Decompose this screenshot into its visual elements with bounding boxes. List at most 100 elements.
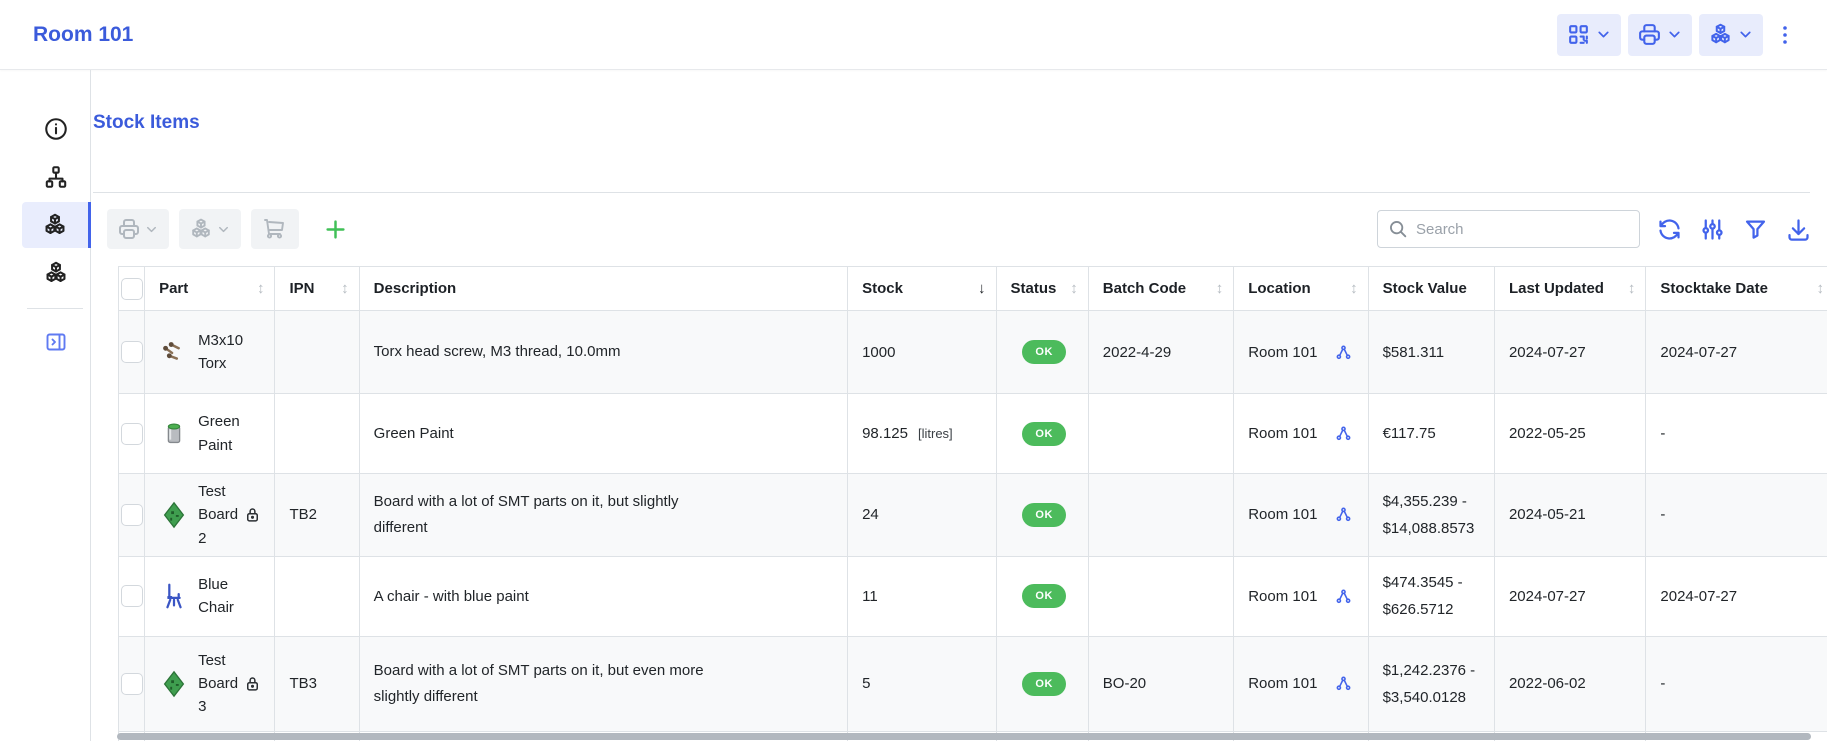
location-name: Room 101: [1248, 675, 1318, 693]
stock-value-cell: €117.75: [1368, 393, 1495, 474]
table-row[interactable]: Test Board 3 TB3 Board with a lot of SMT p…: [117, 635, 1827, 732]
sort-icon: ↕: [1350, 280, 1358, 297]
location-hierarchy-icon[interactable]: [1335, 506, 1352, 523]
printer-icon: [117, 217, 141, 241]
sidebar-divider: [27, 308, 83, 309]
print-actions-button[interactable]: [1628, 13, 1692, 56]
part-cell: Blue Chair: [159, 573, 264, 620]
column-header-location[interactable]: Location ↕: [1233, 266, 1369, 311]
filter-button[interactable]: [1741, 215, 1769, 243]
status-badge: OK: [1022, 340, 1066, 364]
table-row[interactable]: Test Board 2 TB2 Board with a lot of SMT p…: [117, 473, 1827, 557]
sidebar-item-sublocations[interactable]: [21, 154, 90, 200]
status-cell: OK: [996, 473, 1089, 557]
description-cell: Board with a lot of SMT parts on it, but…: [359, 635, 849, 732]
status-cell: OK: [996, 393, 1089, 474]
cart-icon: [263, 217, 287, 241]
last-updated-cell: 2022-06-02: [1494, 635, 1647, 732]
column-header-stocktake-date[interactable]: Stocktake Date ↕: [1645, 266, 1827, 311]
plus-icon: [322, 216, 349, 243]
column-header-status[interactable]: Status ↕: [996, 266, 1089, 311]
chevron-down-icon: [144, 222, 159, 237]
part-name: Blue Chair: [198, 576, 234, 617]
stock-options-button[interactable]: [179, 209, 241, 249]
column-header-part[interactable]: Part ↕: [144, 266, 276, 311]
add-stock-item-button[interactable]: [317, 209, 353, 249]
column-header-description[interactable]: Description: [359, 266, 849, 311]
status-badge: OK: [1022, 421, 1066, 446]
lock-icon: [243, 674, 262, 693]
sidebar-item-stock-items[interactable]: [22, 202, 91, 248]
column-header-ipn[interactable]: IPN ↕: [274, 266, 360, 311]
column-header-stock[interactable]: Stock ↓: [847, 266, 997, 311]
table-settings-button[interactable]: [1698, 215, 1726, 243]
refresh-button[interactable]: [1655, 215, 1683, 243]
sidebar-item-default-parts[interactable]: [21, 250, 90, 296]
stock-items-table: Part ↕ IPN ↕ Description Stock ↓ Status ↕ Batch C…: [117, 266, 1827, 741]
part-thumbnail-pcb: [159, 500, 189, 530]
part-name: Test Board 3: [198, 651, 239, 716]
location-hierarchy-icon[interactable]: [1335, 588, 1352, 605]
panel-heading: Stock Items: [93, 112, 200, 133]
select-all-checkbox[interactable]: [120, 277, 143, 300]
part-name: M3x10 Torx: [198, 331, 244, 372]
sidebar-item-details[interactable]: [21, 106, 90, 152]
part-thumbnail-paint: [159, 419, 189, 449]
last-updated-cell: 2024-05-21: [1494, 473, 1647, 557]
download-button[interactable]: [1784, 215, 1812, 243]
stock-cell: 11: [847, 555, 997, 637]
sidebar-collapse-button[interactable]: [21, 319, 90, 365]
main-panel: Stock Items: [91, 70, 1827, 741]
sort-icon: ↕: [256, 280, 265, 297]
horizontal-scrollbar[interactable]: [117, 733, 1811, 740]
search-input[interactable]: [1377, 210, 1640, 248]
part-name: Green Paint: [198, 413, 240, 454]
top-header-bar: Room 101: [0, 0, 1827, 70]
status-cell: OK: [996, 635, 1089, 732]
location-cell: Room 101: [1233, 555, 1369, 637]
stock-cell: 1000: [847, 310, 997, 394]
dots-vertical-icon: [1773, 23, 1797, 47]
status-badge: OK: [1022, 584, 1066, 609]
barcode-actions-button[interactable]: [1557, 13, 1621, 56]
part-thumbnail-pcb: [159, 669, 189, 699]
table-row[interactable]: Blue Chair A chair - with blue paint 11 OK R…: [117, 555, 1827, 637]
stocktake-date-cell: -: [1645, 635, 1827, 732]
toolbar-left-group: [107, 209, 353, 249]
row-checkbox[interactable]: [120, 341, 143, 363]
print-options-button[interactable]: [107, 209, 169, 249]
chevron-down-icon: [1666, 26, 1683, 43]
location-name: Room 101: [1248, 343, 1318, 361]
stock-actions-button[interactable]: [1699, 13, 1763, 56]
location-hierarchy-icon[interactable]: [1335, 344, 1352, 361]
column-header-batch-code[interactable]: Batch Code ↕: [1088, 266, 1235, 311]
row-checkbox[interactable]: [120, 585, 143, 608]
part-thumbnail-chair: [159, 581, 189, 611]
stock-cell: 98.125 [litres]: [847, 393, 997, 474]
page-title: Room 101: [33, 22, 134, 46]
order-stock-button[interactable]: [251, 209, 299, 249]
content-area: Stock Items: [0, 70, 1827, 741]
table-row[interactable]: M3x10 Torx Torx head screw, M3 thread, 10…: [117, 310, 1827, 394]
stock-cubes-icon: [1708, 22, 1733, 47]
description-cell: Board with a lot of SMT parts on it, but…: [359, 473, 849, 557]
ipn-cell: TB2: [274, 473, 360, 557]
last-updated-cell: 2024-07-27: [1494, 555, 1647, 637]
overflow-menu-button[interactable]: [1770, 14, 1800, 56]
search-box: [1377, 210, 1640, 248]
row-checkbox[interactable]: [120, 422, 143, 445]
status-cell: OK: [996, 555, 1089, 637]
location-hierarchy-icon[interactable]: [1335, 425, 1352, 442]
column-header-last-updated[interactable]: Last Updated ↕: [1494, 266, 1647, 311]
panel-sidebar: [0, 70, 91, 741]
last-updated-cell: 2024-07-27: [1494, 310, 1647, 394]
column-header-stock-value[interactable]: Stock Value: [1368, 266, 1495, 311]
chevron-down-icon: [1737, 26, 1754, 43]
header-actions: [1557, 13, 1800, 56]
location-hierarchy-icon[interactable]: [1335, 675, 1352, 692]
batch-code-cell: [1088, 473, 1235, 557]
row-checkbox[interactable]: [120, 672, 143, 695]
row-checkbox[interactable]: [120, 503, 143, 526]
part-cell: Test Board 2: [159, 480, 264, 550]
table-row[interactable]: Green Paint Green Paint 98.125 [litres] OK Ro…: [117, 393, 1827, 474]
